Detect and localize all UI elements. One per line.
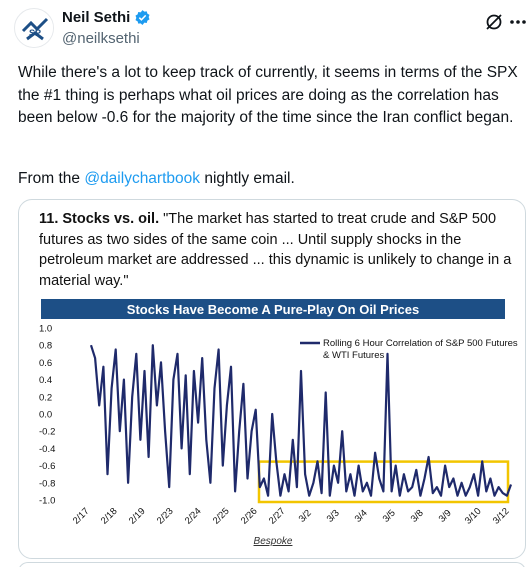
next-card-edge [18,562,526,567]
y-tick-label: 0.4 [39,375,52,386]
x-tick-label: 2/24 [183,506,204,527]
more-options-icon[interactable] [508,12,528,32]
card-number: 11. Stocks vs. oil. [39,211,160,227]
x-tick-label: 3/10 [463,506,484,527]
image-card[interactable]: 11. Stocks vs. oil. "The market has star… [18,199,526,559]
y-tick-label: 0.8 [39,341,52,352]
x-tick-label: 3/8 [409,508,426,525]
chart-source[interactable]: Bespoke [253,536,293,547]
x-tick-label: 2/25 [211,506,232,527]
y-tick-label: -0.6 [39,461,55,472]
avatar[interactable]: SP [14,8,54,48]
handle[interactable]: @neilksethi [62,30,140,47]
x-tick-label: 2/18 [99,506,120,527]
y-tick-label: 0.0 [39,410,52,421]
mention-link[interactable]: @dailychartbook [84,170,201,187]
display-name[interactable]: Neil Sethi [62,9,131,26]
name-row: Neil Sethi [62,9,151,26]
x-tick-label: 3/3 [325,508,342,525]
chart-title-bar [41,299,505,319]
x-tick-label: 3/12 [491,506,512,527]
y-tick-label: 1.0 [39,324,52,335]
x-tick-label: 3/9 [437,508,454,525]
tweet-header: SP Neil Sethi @neilksethi [0,0,532,60]
y-tick-label: -0.2 [39,427,55,438]
avatar-logo-icon: SP [16,10,53,47]
from-line: From the @dailychartbook nightly email. [18,168,295,190]
grok-icon[interactable] [484,12,504,32]
x-tick-label: 2/27 [267,506,288,527]
y-tick-label: 0.2 [39,392,52,403]
x-tick-label: 3/4 [353,508,370,525]
y-tick-label: -0.4 [39,444,55,455]
y-tick-label: 0.6 [39,358,52,369]
chart-title: Stocks Have Become A Pure-Play On Oil Pr… [127,302,419,317]
legend-text-line-1: Rolling 6 Hour Correlation of S&P 500 Fu… [323,338,518,349]
y-tick-label: -1.0 [39,496,55,507]
x-tick-label: 2/19 [127,506,148,527]
x-tick-label: 2/26 [239,506,260,527]
from-prefix: From the [18,170,85,187]
tweet-text: While there's a lot to keep track of cur… [18,64,518,126]
svg-text:SP: SP [29,28,41,38]
verified-badge-icon [135,10,150,25]
tweet-body: While there's a lot to keep track of cur… [18,62,518,130]
x-tick-label: 3/5 [381,508,398,525]
x-tick-label: 2/17 [71,506,92,527]
x-tick-label: 3/2 [297,508,314,525]
card-quote-text: "The market has started to treat crude a… [39,211,512,289]
card-quote: 11. Stocks vs. oil. "The market has star… [39,209,517,291]
y-tick-label: -0.8 [39,478,55,489]
correlation-chart: Stocks Have Become A Pure-Play On Oil Pr… [39,299,518,527]
x-tick-label: 2/23 [155,506,176,527]
from-suffix: nightly email. [200,170,295,187]
series-line [89,344,513,497]
legend-text-line-2: & WTI Futures [323,350,384,361]
